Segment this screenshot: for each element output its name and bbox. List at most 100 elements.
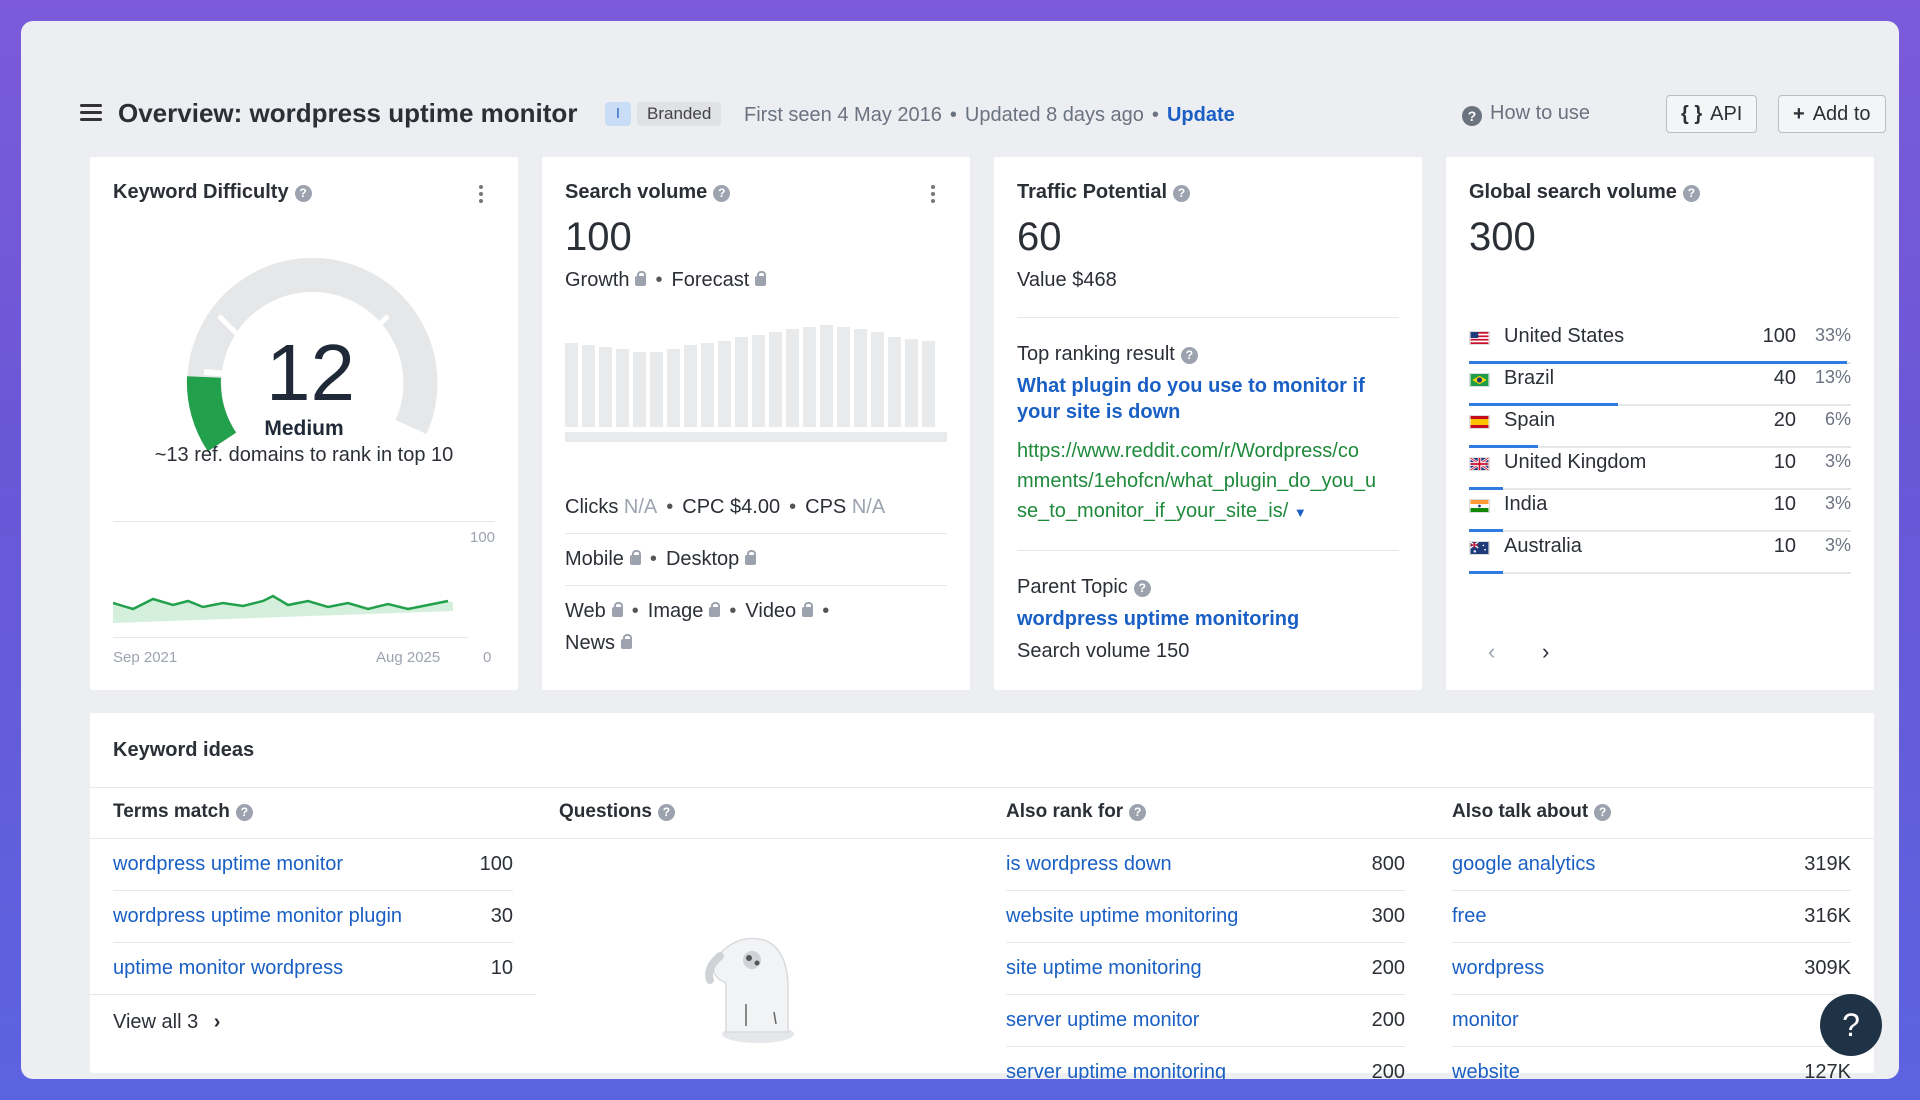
country-name: United States [1504, 325, 1625, 347]
lock-icon [755, 271, 767, 286]
parent-topic-link[interactable]: wordpress uptime monitoring [1017, 608, 1300, 630]
gsv-title-text: Global search volume [1469, 181, 1677, 203]
sv-clicks-row: Clicks N/A • CPC $4.00 • CPS N/A [565, 496, 886, 518]
help-icon[interactable]: ? [1180, 347, 1198, 364]
country-row-united-states[interactable]: United States 100 33% [1469, 313, 1851, 364]
sv-trend-bar [684, 345, 697, 427]
top-result-title[interactable]: What plugin do you use to monitor if you… [1017, 375, 1365, 424]
keyword-link[interactable]: website uptime monitoring [1006, 905, 1239, 927]
country-share-bar [1469, 403, 1618, 406]
country-percent: 6% [1824, 409, 1851, 429]
keyword-link[interactable]: free [1452, 905, 1487, 927]
also-talk-about-row[interactable]: wordpress 309K [1452, 943, 1851, 995]
intent-badge: I [605, 102, 631, 126]
mobile-label: Mobile [565, 548, 624, 570]
kd-date-end: Aug 2025 [376, 649, 441, 666]
keyword-volume: 200 [1371, 1009, 1405, 1031]
url-line: se_to_monitor_if_your_site_is/ [1017, 500, 1289, 522]
keyword-volume: 100 [479, 853, 513, 875]
keyword-link[interactable]: server uptime monitor [1006, 1009, 1200, 1031]
keyword-link[interactable]: website [1452, 1061, 1520, 1079]
sv-trend-bar [871, 332, 884, 427]
also-rank-for-row[interactable]: website uptime monitoring 300 [1006, 891, 1405, 943]
sv-trend-bar [701, 343, 714, 427]
kebab-menu-icon[interactable] [931, 185, 935, 206]
empty-state-ghost-icon [705, 937, 794, 1043]
also-rank-for-row[interactable]: server uptime monitoring 200 [1006, 1047, 1405, 1079]
help-icon[interactable]: ? [1133, 580, 1151, 597]
desktop-label: Desktop [665, 548, 740, 570]
sv-device-row: Mobile • Desktop [565, 548, 757, 571]
sv-title-text: Search volume [565, 181, 708, 203]
also-rank-for-row[interactable]: site uptime monitoring 200 [1006, 943, 1405, 995]
keyword-link[interactable]: server uptime monitoring [1006, 1061, 1227, 1079]
add-to-button[interactable]: + Add to [1778, 95, 1886, 133]
country-row-india[interactable]: India 10 3% [1469, 481, 1851, 532]
country-share-bar [1469, 529, 1504, 532]
top-result-url[interactable]: https://www.reddit.com/r/Wordpress/co mm… [1017, 436, 1376, 528]
lock-icon [635, 271, 647, 286]
kd-gauge-divider [217, 314, 247, 344]
terms-match-row[interactable]: wordpress uptime monitor 100 [113, 839, 513, 891]
caret-down-icon[interactable]: ▼ [1293, 505, 1307, 520]
page-title: Overview: wordpress uptime monitor [118, 98, 578, 128]
video-label: Video [745, 600, 797, 622]
help-icon[interactable]: ? [1173, 185, 1191, 202]
view-all-link[interactable]: View all 3 › [113, 1011, 220, 1034]
web-label: Web [565, 600, 606, 622]
sv-trend-bar [633, 352, 646, 427]
sv-news-row: News [565, 632, 633, 655]
country-name: Spain [1504, 409, 1556, 431]
keyword-link[interactable]: wordpress [1452, 957, 1545, 979]
keyword-link[interactable]: wordpress uptime monitor [113, 853, 344, 875]
top-result-title-line: your site is down [1017, 401, 1181, 423]
help-icon[interactable]: ? [657, 804, 675, 821]
keyword-link[interactable]: is wordpress down [1006, 853, 1172, 875]
also-talk-about-row[interactable]: monitor15 [1452, 995, 1851, 1047]
keyword-link[interactable]: uptime monitor wordpress [113, 957, 344, 979]
keyword-link[interactable]: site uptime monitoring [1006, 957, 1202, 979]
keyword-link[interactable]: wordpress uptime monitor plugin [113, 905, 403, 927]
country-share-bar [1469, 361, 1848, 364]
also-talk-about-row[interactable]: google analytics 319K [1452, 839, 1851, 891]
country-row-united-kingdom[interactable]: United Kingdom 10 3% [1469, 439, 1851, 490]
help-icon[interactable]: ? [713, 185, 731, 202]
chevron-right-icon[interactable]: › [1542, 639, 1550, 664]
parent-search-volume: Search volume 150 [1017, 640, 1190, 662]
chevron-left-icon[interactable]: ‹ [1488, 639, 1496, 664]
also-talk-about-row[interactable]: website 127K [1452, 1047, 1851, 1079]
terms-match-row[interactable]: uptime monitor wordpress 10 [113, 943, 513, 995]
help-icon[interactable]: ? [1682, 185, 1700, 202]
api-button[interactable]: { } API [1666, 95, 1758, 133]
chart-baseline [113, 637, 468, 638]
sv-trend-bar [599, 347, 612, 427]
sv-trend-bar [667, 349, 680, 427]
menu-icon[interactable] [80, 104, 102, 122]
country-row-spain[interactable]: Spain 20 6% [1469, 397, 1851, 448]
sv-trend-bar [803, 327, 816, 427]
kd-gauge-track [187, 257, 438, 452]
lock-icon [611, 602, 623, 617]
country-row-australia[interactable]: Australia 10 3% [1469, 523, 1851, 574]
sv-trend-bar [820, 325, 833, 427]
keyword-link[interactable]: google analytics [1452, 853, 1596, 875]
help-icon[interactable]: ? [294, 185, 312, 202]
kd-subtext: ~13 ref. domains to rank in top 10 [154, 444, 454, 466]
australia-flag-icon [1469, 541, 1490, 555]
country-row-brazil[interactable]: Brazil 40 13% [1469, 355, 1851, 406]
help-chat-button[interactable]: ? [1820, 994, 1882, 1056]
update-link[interactable]: Update [1166, 104, 1235, 126]
help-icon[interactable]: ? [1594, 804, 1612, 821]
also-rank-for-row[interactable]: is wordpress down 800 [1006, 839, 1405, 891]
also-talk-about-row[interactable]: free 316K [1452, 891, 1851, 943]
keyword-link[interactable]: monitor [1452, 1009, 1519, 1031]
sv-type-row: Web • Image • Video • [565, 600, 830, 622]
how-to-use-link[interactable]: ? How to use [1462, 102, 1590, 126]
help-icon[interactable]: ? [235, 804, 253, 821]
divider [1017, 550, 1399, 551]
help-icon[interactable]: ? [1129, 804, 1147, 821]
us-flag-icon [1469, 331, 1490, 345]
also-rank-for-row[interactable]: server uptime monitor 200 [1006, 995, 1405, 1047]
kebab-menu-icon[interactable] [479, 185, 483, 206]
terms-match-row[interactable]: wordpress uptime monitor plugin 30 [113, 891, 513, 943]
